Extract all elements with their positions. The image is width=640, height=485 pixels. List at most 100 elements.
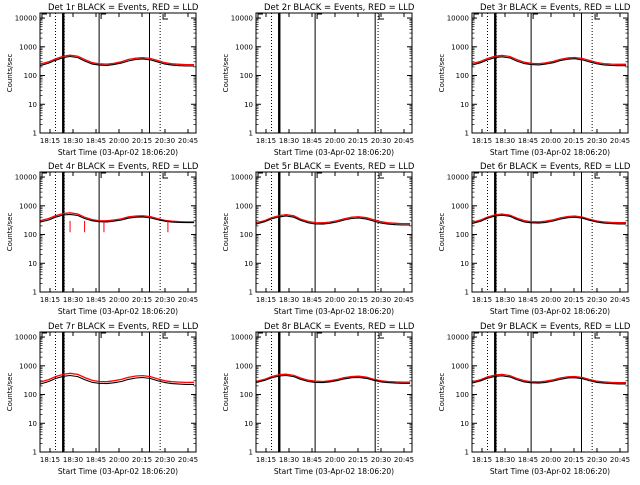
x-tick-label: 18:45: [302, 137, 322, 145]
y-tick-label: 1000: [451, 202, 469, 210]
segment-bracket: [473, 332, 479, 338]
y-tick-label: 1: [33, 130, 37, 138]
plot-frame: [39, 12, 197, 134]
x-tick-label: 18:15: [256, 137, 276, 145]
series-line-events: [39, 55, 195, 67]
x-tick-label: 20:45: [178, 137, 198, 145]
segment-bracket: [41, 13, 47, 19]
x-tick-label: 18:30: [495, 137, 515, 145]
x-tick-label: 18:30: [63, 137, 83, 145]
x-tick-label: 18:30: [495, 296, 515, 304]
x-tick-label: 20:00: [541, 296, 561, 304]
x-tick-label: 20:30: [587, 456, 607, 464]
y-tick-label: 10: [244, 420, 253, 428]
y-tick-label: 10: [28, 101, 37, 109]
x-tick-label: 18:15: [40, 137, 60, 145]
y-tick-label: 100: [24, 72, 37, 80]
x-tick-label: 20:15: [564, 137, 584, 145]
x-tick-label: 20:45: [610, 456, 630, 464]
chart-title: Det 7r BLACK = Events, RED = LLD: [48, 322, 199, 332]
x-tick-label: 20:45: [394, 296, 414, 304]
segment-bracket: [257, 172, 263, 178]
y-tick-label: 1: [249, 289, 253, 297]
x-tick-label: 18:30: [63, 296, 83, 304]
x-axis-label: Start Time (03-Apr-02 18:06:20): [274, 467, 394, 476]
y-tick-label: 1: [249, 449, 253, 457]
detector-panel-5: Det 5r BLACK = Events, RED = LLD Counts/s…: [222, 162, 415, 316]
x-tick-label: 18:45: [518, 456, 538, 464]
y-tick-label: 10000: [15, 15, 37, 23]
x-tick-label: 18:45: [518, 137, 538, 145]
y-tick-label: 100: [240, 231, 253, 239]
x-tick-label: 20:45: [610, 137, 630, 145]
segment-bracket: [532, 332, 539, 338]
x-tick-label: 20:00: [109, 296, 129, 304]
y-tick-label: 10: [460, 260, 469, 268]
x-axis-label: Start Time (03-Apr-02 18:06:20): [58, 148, 178, 157]
y-tick-label: 1: [465, 130, 469, 138]
y-tick-label: 100: [240, 391, 253, 399]
plot-frame: [39, 331, 197, 453]
x-tick-label: 20:15: [132, 456, 152, 464]
chart-title: Det 4r BLACK = Events, RED = LLD: [48, 162, 199, 172]
y-tick-label: 1000: [235, 362, 253, 370]
x-tick-label: 18:45: [86, 137, 106, 145]
segment-bracket: [473, 13, 479, 19]
segment-bracket: [162, 173, 169, 179]
segment-bracket: [378, 333, 385, 339]
segment-bracket: [257, 13, 263, 19]
x-tick-label: 20:00: [325, 137, 345, 145]
y-tick-label: 10000: [15, 174, 37, 182]
y-tick-label: 10000: [231, 15, 253, 23]
x-axis-label: Start Time (03-Apr-02 18:06:20): [274, 148, 394, 157]
x-tick-label: 18:30: [495, 456, 515, 464]
chart-title: Det 5r BLACK = Events, RED = LLD: [264, 162, 415, 172]
y-tick-label: 1: [33, 449, 37, 457]
chart-title: Det 6r BLACK = Events, RED = LLD: [480, 162, 631, 172]
x-axis-label: Start Time (03-Apr-02 18:06:20): [58, 467, 178, 476]
x-tick-label: 18:15: [40, 456, 60, 464]
series-line-events: [255, 374, 411, 384]
x-tick-label: 20:00: [325, 296, 345, 304]
series-line-lld: [471, 213, 627, 224]
y-tick-label: 1: [465, 449, 469, 457]
segment-bracket: [162, 14, 169, 20]
plot-frame: [39, 171, 197, 293]
segment-bracket: [100, 332, 107, 338]
y-tick-label: 1000: [19, 202, 37, 210]
segment-bracket: [473, 172, 479, 178]
plot-frame: [471, 171, 629, 293]
x-tick-label: 20:30: [587, 137, 607, 145]
x-tick-label: 20:00: [541, 137, 561, 145]
segment-bracket: [316, 172, 323, 178]
x-tick-label: 18:30: [279, 456, 299, 464]
y-tick-label: 10000: [231, 174, 253, 182]
y-tick-label: 10: [244, 101, 253, 109]
plot-frame: [255, 331, 413, 453]
detector-panel-1: Det 1r BLACK = Events, RED = LLD Counts/s…: [6, 3, 199, 157]
y-tick-label: 1000: [19, 362, 37, 370]
x-axis-label: Start Time (03-Apr-02 18:06:20): [58, 307, 178, 316]
x-tick-label: 18:45: [86, 296, 106, 304]
y-tick-label: 100: [24, 391, 37, 399]
segment-bracket: [100, 13, 107, 19]
plot-frame: [255, 12, 413, 134]
segment-bracket: [378, 14, 385, 20]
detector-panel-8: Det 8r BLACK = Events, RED = LLD Counts/s…: [222, 322, 415, 476]
x-tick-label: 20:45: [394, 137, 414, 145]
x-tick-label: 20:30: [371, 296, 391, 304]
series-line-events: [255, 215, 411, 226]
x-tick-label: 18:30: [63, 456, 83, 464]
detector-panel-4: Det 4r BLACK = Events, RED = LLD Counts/s…: [6, 162, 199, 316]
x-tick-label: 20:45: [178, 296, 198, 304]
segment-bracket: [594, 333, 601, 339]
segment-bracket: [594, 14, 601, 20]
detector-panel-2: Det 2r BLACK = Events, RED = LLD Counts/s…: [222, 3, 415, 157]
x-tick-label: 20:15: [132, 296, 152, 304]
x-tick-label: 20:15: [132, 137, 152, 145]
segment-bracket: [41, 172, 47, 178]
y-tick-label: 1: [33, 289, 37, 297]
x-tick-label: 20:00: [541, 456, 561, 464]
plot-frame: [471, 12, 629, 134]
